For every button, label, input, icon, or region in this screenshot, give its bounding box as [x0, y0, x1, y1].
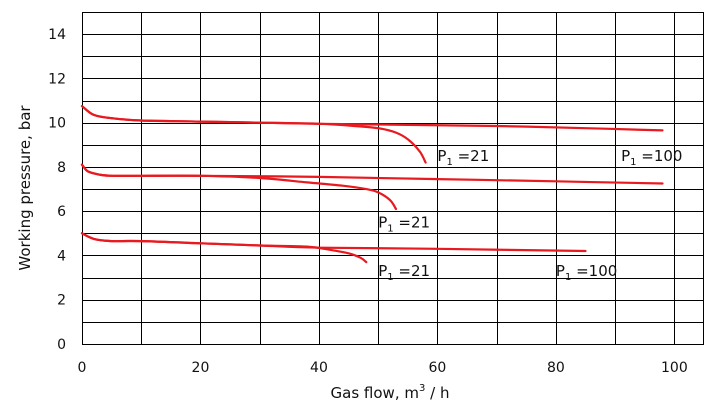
y-axis-title: Working pressure, bar — [16, 105, 34, 271]
y-tick-label: 0 — [57, 337, 66, 353]
series-line-6 — [80, 232, 368, 264]
grid — [81, 11, 705, 346]
y-tick-label: 6 — [57, 204, 66, 220]
curve-label: P1 =100 — [621, 147, 682, 168]
plot-frame — [81, 11, 705, 346]
curve-label: P1 =21 — [378, 262, 430, 283]
y-tick-label: 2 — [57, 293, 66, 309]
x-tick-label: 100 — [661, 360, 688, 376]
curve-label: P1 =100 — [556, 262, 617, 283]
curve-label: P1 =21 — [378, 213, 430, 234]
y-tick-label: 4 — [57, 248, 66, 264]
x-tick-label: 0 — [78, 360, 87, 376]
y-tick-label: 12 — [48, 71, 66, 87]
x-axis-title-main: Gas flow, m — [331, 384, 419, 402]
annotations: P1 =21 P1 =100 P1 =21 P1 =21 P1 =100 — [378, 147, 682, 283]
y-tick-label: 14 — [48, 27, 66, 43]
x-tick-label: 60 — [429, 360, 447, 376]
x-tick-label: 40 — [310, 360, 328, 376]
x-tick-label: 20 — [192, 360, 210, 376]
x-tick-label: 80 — [547, 360, 565, 376]
series-line-4 — [80, 163, 398, 211]
x-axis-title-rest: / h — [425, 384, 449, 402]
y-tick-label: 10 — [48, 116, 66, 132]
curves — [80, 105, 664, 264]
y-tick-label: 8 — [57, 160, 66, 176]
curve-label: P1 =21 — [437, 147, 489, 168]
x-axis-title: Gas flow, m3 / h — [331, 383, 450, 402]
series-line-2 — [80, 105, 427, 164]
tick-labels: 0 20 40 60 80 100 0 2 4 6 8 10 12 14 — [48, 27, 688, 376]
x-axis-title-sup: 3 — [419, 383, 425, 394]
